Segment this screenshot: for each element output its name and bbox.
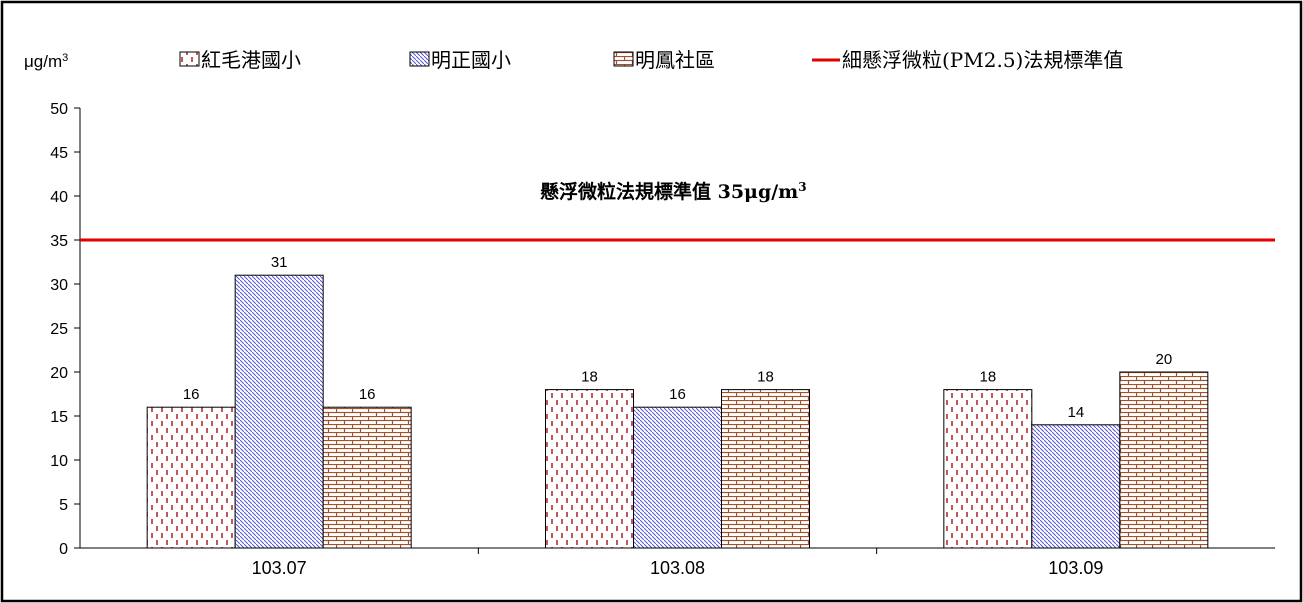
legend-swatch-3 [613,51,634,67]
y-tick-label: 30 [50,277,68,294]
data-label: 16 [183,386,200,403]
y-tick-label: 40 [50,189,68,206]
x-category-label: 103.09 [1048,558,1103,578]
legend-label: 明鳳社區 [635,48,715,72]
reference-line-annotation: 懸浮微粒法規標準值 35μg/m3 [540,180,807,203]
data-label: 18 [757,369,774,386]
y-tick-label: 35 [50,233,68,250]
data-label: 20 [1155,351,1172,368]
data-label: 14 [1067,404,1084,421]
y-axis-unit-label: μg/m3 [24,52,68,71]
x-category-label: 103.08 [650,558,705,578]
bar-3 [322,406,412,549]
y-tick-label: 20 [50,365,68,382]
data-label: 16 [359,386,376,403]
legend-label: 細懸浮微粒(PM2.5)法規標準值 [842,48,1123,72]
bar-2 [633,406,722,549]
bar-3 [1119,371,1209,549]
y-tick-label: 50 [50,101,68,118]
y-tick-label: 15 [50,409,68,426]
y-tick-label: 5 [59,497,68,514]
bar-2 [1031,424,1121,549]
data-label: 16 [669,386,686,403]
legend-label: 紅毛港國小 [201,48,301,72]
bar-3 [721,389,810,549]
x-category-label: 103.07 [252,558,307,578]
legend-label: 明正國小 [431,48,511,72]
y-tick-label: 0 [59,541,68,558]
bar-1 [545,389,634,549]
data-label: 31 [271,254,288,271]
y-tick-label: 10 [50,453,68,470]
plot-area: 0 5 10 15 20 25 30 35 40 45 50 103.07 16 31 16 103.08 18… [50,101,1275,578]
y-tick-label: 25 [50,321,68,338]
bar-1 [943,389,1033,549]
data-label: 18 [979,369,996,386]
legend-swatch-1 [179,51,200,67]
y-tick-label: 45 [50,145,68,162]
bar-2 [234,274,324,549]
data-label: 18 [581,369,598,386]
bar-1 [146,406,236,549]
legend-swatch-2 [409,51,430,67]
chart-legend: μg/m3 紅毛港國小 明正國小 明鳳社區 細懸浮微粒(PM2.5)法規標準值 [24,48,1123,72]
